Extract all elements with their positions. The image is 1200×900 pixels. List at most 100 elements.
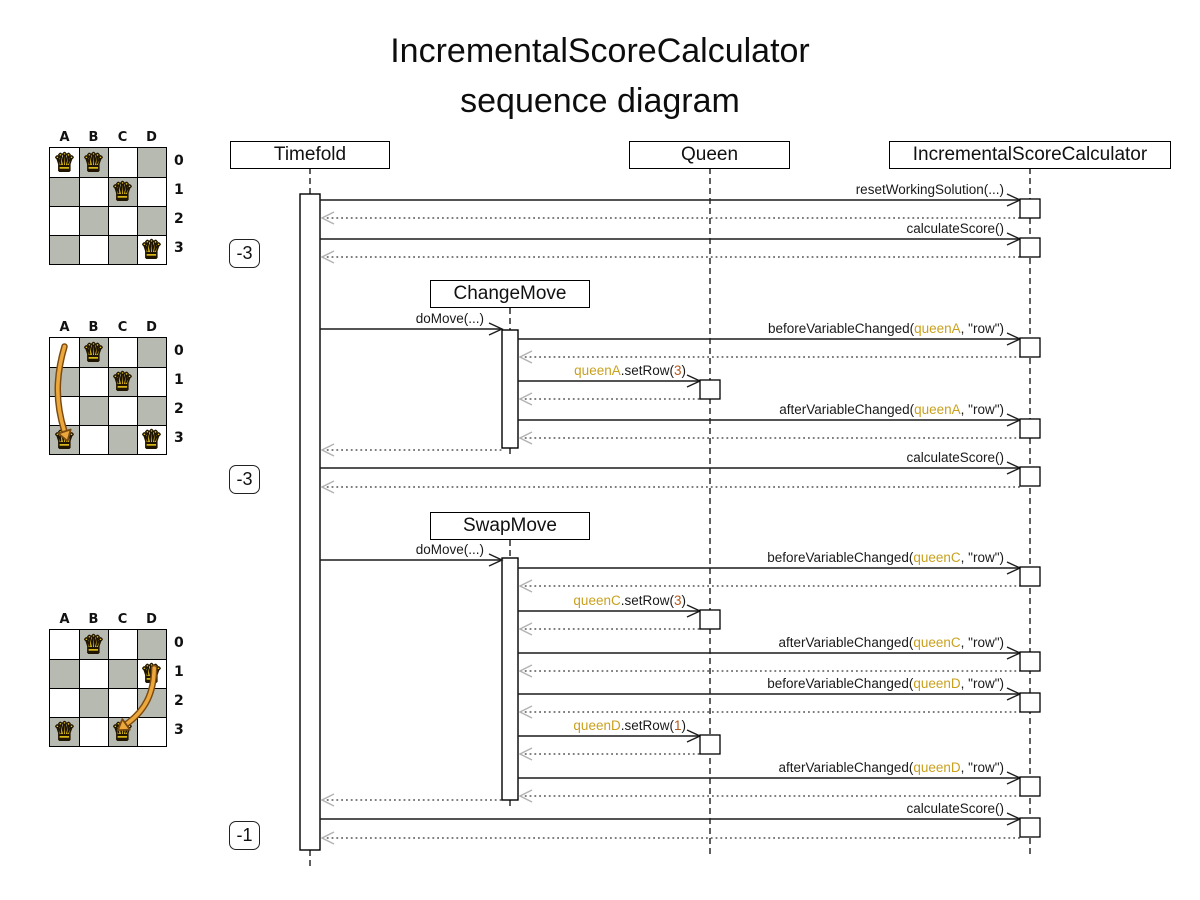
activation-box: [1019, 651, 1041, 672]
queen-piece-d3: ♛: [140, 234, 164, 264]
diagram-title: IncrementalScoreCalculator sequence diag…: [0, 26, 1200, 126]
return-arrowhead-icon: [320, 443, 335, 457]
row-label: 3: [174, 240, 184, 256]
queen-piece-a3: ♛: [53, 716, 77, 746]
return-arrowhead-icon: [518, 747, 533, 761]
activation-box: [699, 379, 721, 400]
move-box-swapmove: SwapMove: [430, 512, 590, 540]
return-arrowhead-icon: [518, 350, 533, 364]
message-text-post: ): [681, 363, 687, 378]
move-arrowhead-icon: [57, 428, 72, 442]
board-cell: [79, 148, 108, 177]
message-text-post: , "row"): [960, 676, 1004, 691]
activation-bar-timefold: [299, 193, 321, 851]
activation-box: [1019, 776, 1041, 797]
return-arrowhead-icon: [518, 431, 533, 445]
message-text-post: , "row"): [960, 635, 1004, 650]
message-text-post: , "row"): [960, 321, 1004, 336]
board-cell: [50, 235, 79, 264]
message-text-post: , "row"): [960, 760, 1004, 775]
column-label: B: [88, 130, 99, 145]
activation-bar-changemove: [501, 329, 519, 449]
board-border: [48, 628, 167, 747]
queen-piece-c1: ♛: [111, 176, 135, 206]
board-cell: [50, 717, 79, 746]
lifeline-header-queen: Queen: [629, 141, 790, 169]
row-label: 1: [174, 372, 184, 388]
message-arrow-0: [320, 193, 1041, 225]
grid-line: [50, 234, 166, 236]
message-text-queen: queenD: [573, 718, 621, 733]
activation-box: [1019, 566, 1041, 587]
column-label: D: [146, 130, 157, 145]
board-border: [48, 336, 167, 455]
column-label: C: [117, 612, 128, 627]
message-text-pre: doMove(...): [415, 542, 484, 557]
return-arrowhead-icon: [518, 705, 533, 719]
message-text-queen: queenC: [913, 635, 961, 650]
message-text-pre: beforeVariableChanged(: [767, 676, 914, 691]
message-arrow-6: [320, 461, 1041, 494]
message-text-mid: .setRow(: [620, 363, 674, 378]
message-text-pre: beforeVariableChanged(: [767, 550, 914, 565]
row-label: 2: [174, 211, 184, 227]
move-arrow-icon: [117, 664, 158, 732]
message-arrow-11: [518, 687, 1041, 719]
request-arrowhead-icon: [488, 553, 504, 567]
queen-piece-b0: ♛: [82, 147, 106, 177]
return-arrowhead-icon: [518, 392, 533, 406]
lifeline-header-incrementalscorecalculator: IncrementalScoreCalculator: [889, 141, 1171, 169]
message-arrow-4: [518, 374, 721, 406]
message-text-queen: queenA: [914, 402, 961, 417]
message-label-4: queenA.setRow(3): [574, 362, 686, 379]
move-arrowhead-icon: [117, 718, 131, 732]
board-cell: [108, 425, 137, 454]
grid-line: [136, 630, 138, 746]
row-label: 2: [174, 401, 184, 417]
request-arrowhead-icon: [488, 322, 504, 336]
row-label: 3: [174, 430, 184, 446]
diagram-title-line1: IncrementalScoreCalculator: [390, 32, 810, 70]
queen-piece-b0: ♛: [82, 337, 106, 367]
activation-box: [699, 734, 721, 755]
queen-piece-c1: ♛: [111, 366, 135, 396]
grid-line: [50, 205, 166, 207]
activation-box: [699, 609, 721, 630]
message-text-num: 1: [673, 718, 682, 733]
message-text-pre: doMove(...): [415, 311, 484, 326]
grid-line: [50, 424, 166, 426]
message-text-queen: queenC: [573, 593, 621, 608]
message-arrow-3: [518, 332, 1041, 364]
activation-box: [1019, 418, 1041, 439]
score-badge-1: -3: [229, 239, 260, 268]
board-cell: [137, 396, 166, 425]
message-arrow-2: [320, 322, 504, 457]
message-label-1: calculateScore(): [906, 220, 1004, 237]
message-label-12: queenD.setRow(1): [573, 717, 686, 734]
message-text-num: 3: [673, 363, 682, 378]
board-cell: [108, 177, 137, 206]
message-arrow-1: [320, 232, 1041, 264]
board-cell: [79, 396, 108, 425]
row-label: 1: [174, 664, 184, 680]
column-label: D: [146, 612, 157, 627]
message-text-queen: queenC: [913, 550, 961, 565]
grid-line: [136, 338, 138, 454]
message-arrow-9: [518, 604, 721, 636]
message-arrow-7: [320, 553, 504, 807]
message-text-pre: calculateScore(): [906, 221, 1004, 236]
activation-box: [1019, 337, 1041, 358]
board-cell: [137, 338, 166, 367]
chess-board-0: A B C D 0 1 2 3 ♛ ♛ ♛ ♛: [48, 130, 184, 265]
message-text-pre: calculateScore(): [906, 801, 1004, 816]
board-cell: [50, 659, 79, 688]
message-arrow-5: [518, 413, 1041, 445]
queen-piece-a0: ♛: [53, 147, 77, 177]
board-cell: [79, 206, 108, 235]
return-arrowhead-icon: [518, 579, 533, 593]
board-cell: [79, 688, 108, 717]
return-arrowhead-icon: [320, 211, 335, 225]
